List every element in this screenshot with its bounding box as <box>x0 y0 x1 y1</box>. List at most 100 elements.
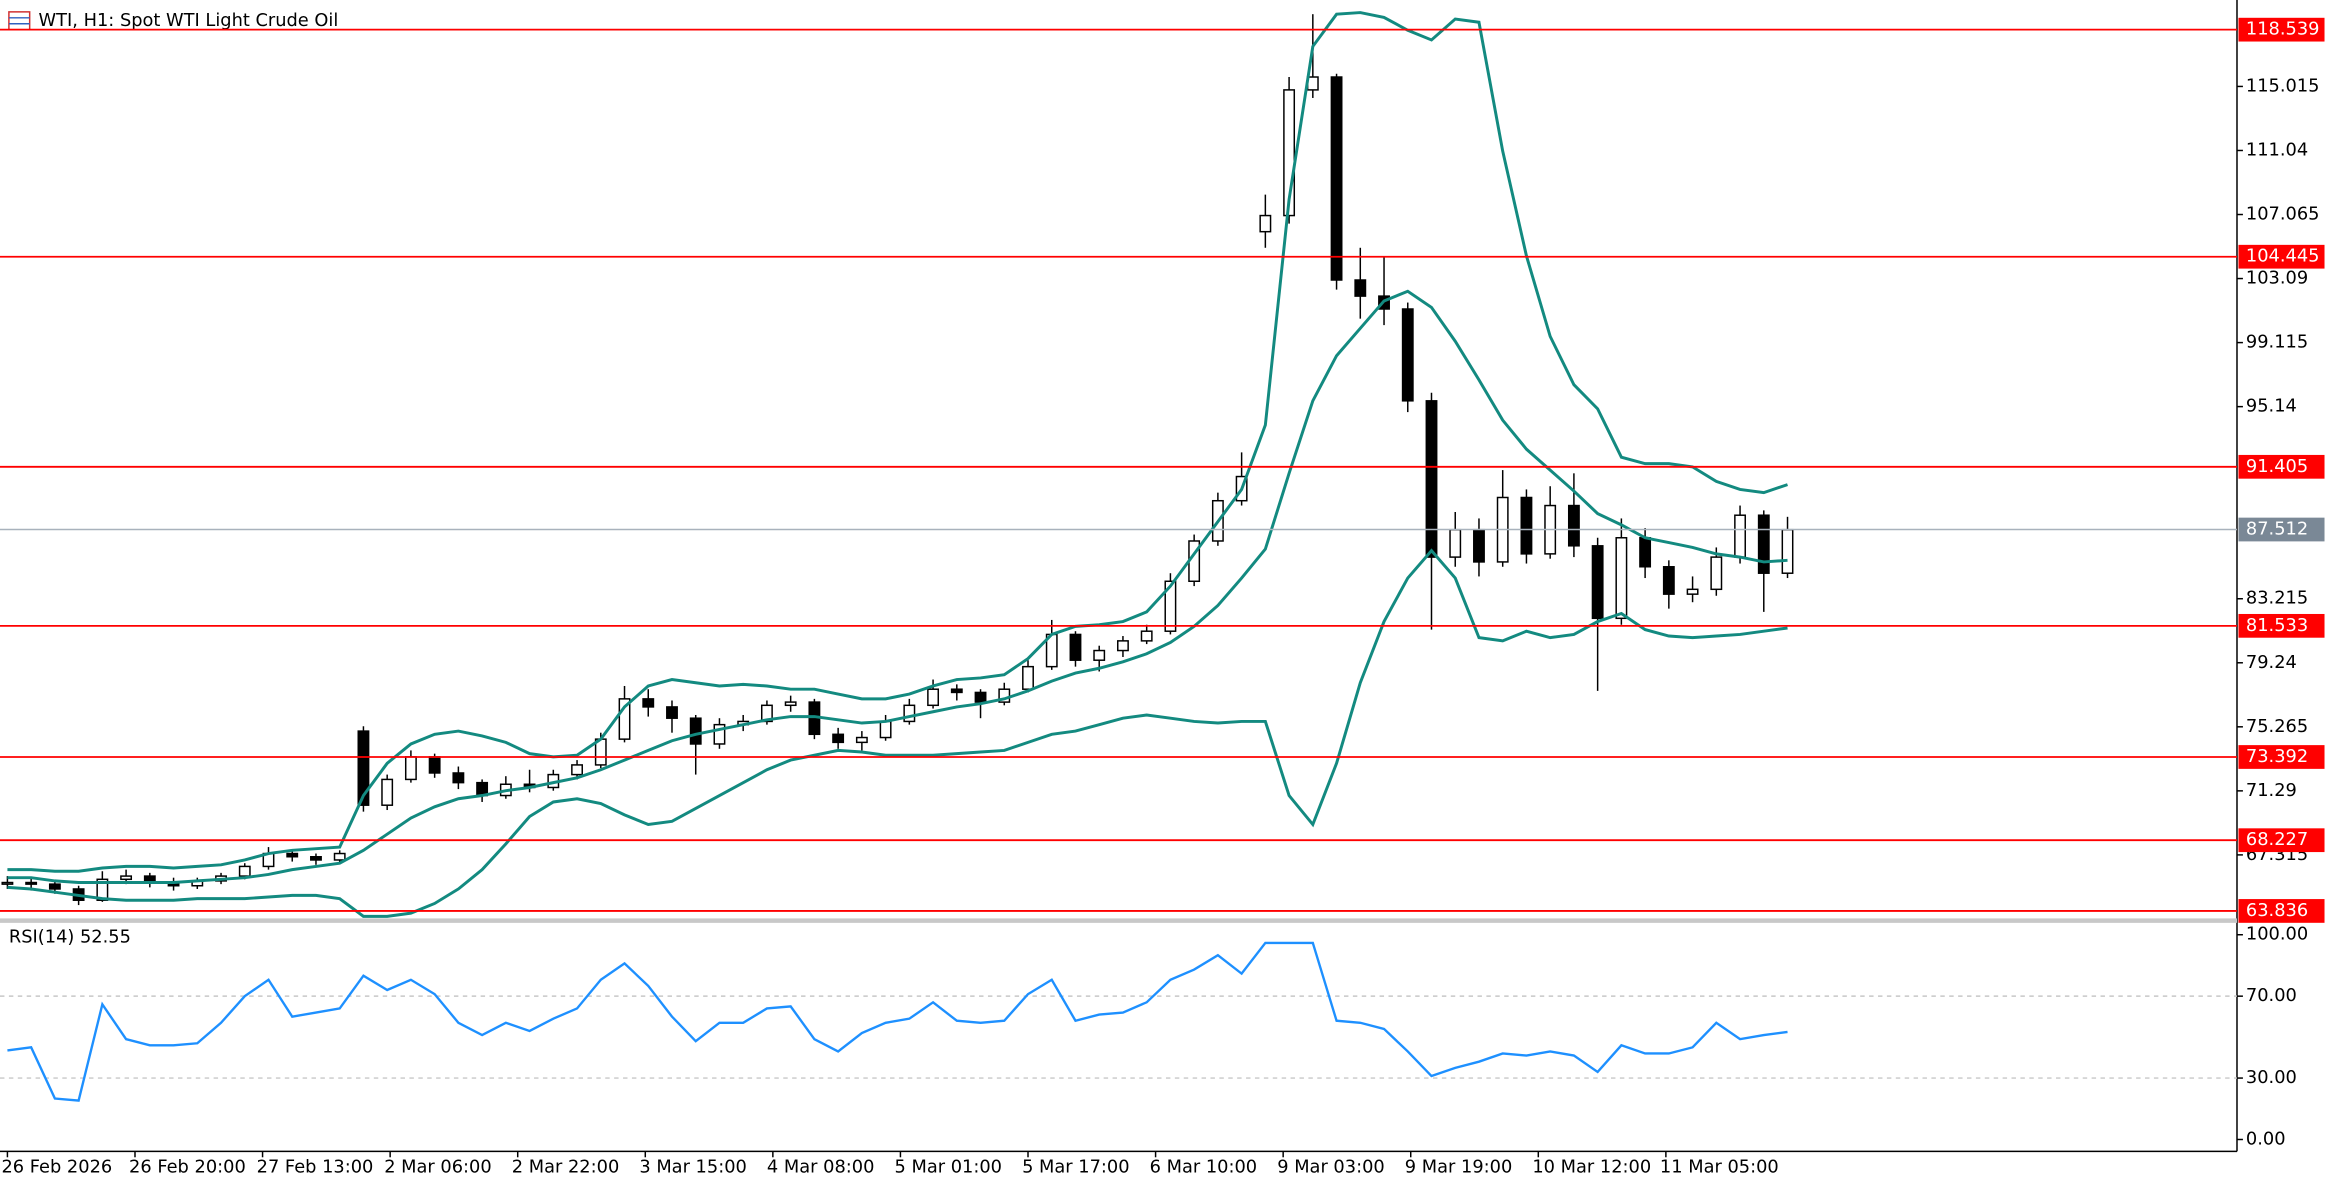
y-tick-label: 0.00 <box>2246 1128 2286 1149</box>
x-tick-label: 2 Mar 06:00 <box>384 1157 492 1178</box>
last-price-tag <box>2238 517 2325 542</box>
last-price-label: 87.512 <box>2246 519 2308 540</box>
x-tick-label: 26 Feb 20:00 <box>129 1157 246 1178</box>
candle-body <box>903 704 916 723</box>
level-tag <box>2238 899 2325 923</box>
candle-body <box>1662 566 1675 595</box>
x-tick-label: 5 Mar 01:00 <box>895 1157 1003 1178</box>
x-tick-label: 26 Feb 2026 <box>1 1157 112 1178</box>
level-label: 81.533 <box>2246 615 2308 636</box>
symbol-icon <box>8 11 31 31</box>
level-label: 104.445 <box>2246 246 2320 267</box>
candle-body <box>1140 630 1153 642</box>
candle-body <box>1330 76 1343 281</box>
candle-body <box>1 881 14 885</box>
candle-body <box>1069 633 1082 661</box>
candle-body <box>950 688 963 694</box>
bollinger-band <box>7 548 1788 918</box>
level-tag <box>2238 613 2325 638</box>
chart-title: WTI, H1: Spot WTI Light Crude Oil <box>39 10 339 31</box>
y-tick-label: 95.14 <box>2246 396 2297 417</box>
candle-body <box>1473 528 1485 563</box>
y-tick-label: 71.29 <box>2246 780 2297 801</box>
y-tick-label: 83.215 <box>2246 588 2308 609</box>
y-tick-label: 75.265 <box>2246 716 2308 737</box>
candle-body <box>1639 537 1652 568</box>
y-tick-label: 107.065 <box>2246 204 2320 225</box>
y-tick-label: 30.00 <box>2246 1067 2297 1088</box>
candle-body <box>927 688 940 707</box>
x-tick-label: 5 Mar 17:00 <box>1022 1157 1130 1178</box>
panel-separator <box>0 918 2237 923</box>
candle-body <box>1259 214 1272 233</box>
candle-body <box>784 701 797 707</box>
y-tick-label: 103.09 <box>2246 268 2308 289</box>
candle-body <box>1686 588 1699 595</box>
candle-body <box>1164 580 1177 632</box>
level-label: 73.392 <box>2246 746 2308 767</box>
candle-body <box>571 764 583 776</box>
candle-body <box>381 778 394 806</box>
candle-body <box>1591 545 1604 620</box>
candle-body <box>1567 504 1580 547</box>
candle-body <box>1093 649 1106 661</box>
bollinger-band <box>7 11 1788 873</box>
x-tick-label: 11 Mar 05:00 <box>1660 1157 1779 1178</box>
candle-body <box>666 706 678 719</box>
y-tick-label: 79.24 <box>2246 652 2297 673</box>
x-tick-label: 10 Mar 12:00 <box>1532 1157 1651 1178</box>
candle-body <box>689 717 702 745</box>
rsi-title: RSI(14) 52.55 <box>9 927 131 948</box>
candle-body <box>1022 665 1034 690</box>
candle-body <box>855 736 868 744</box>
candle-body <box>120 875 133 881</box>
candle-body <box>25 881 38 885</box>
level-label: 63.836 <box>2246 900 2308 921</box>
y-tick-label: 99.115 <box>2246 332 2308 353</box>
candle-body <box>618 698 631 740</box>
candle-body <box>428 756 441 774</box>
candle-body <box>310 856 322 861</box>
y-tick-label: 100.00 <box>2246 924 2308 945</box>
candle-body <box>1449 528 1462 558</box>
x-tick-label: 3 Mar 15:00 <box>639 1157 747 1178</box>
level-tag <box>2238 828 2325 853</box>
candle-body <box>1781 528 1794 574</box>
candle-body <box>760 704 773 723</box>
candle-body <box>879 720 892 739</box>
candle-body <box>1401 308 1414 402</box>
level-tag <box>2238 745 2325 769</box>
y-tick-label: 115.015 <box>2246 75 2320 96</box>
candle-body <box>1354 279 1367 297</box>
level-tag <box>2238 17 2325 42</box>
level-tag <box>2238 454 2325 479</box>
bollinger-band <box>7 289 1788 885</box>
candle-body <box>452 772 465 784</box>
x-tick-label: 27 Feb 13:00 <box>257 1157 374 1178</box>
candle-body <box>1734 514 1746 558</box>
candle-body <box>642 698 655 708</box>
candle-body <box>713 723 726 745</box>
candle-body <box>974 691 987 703</box>
rsi-line <box>7 941 1788 1102</box>
level-label: 118.539 <box>2246 19 2320 40</box>
candle-body <box>1757 514 1770 574</box>
candle-body <box>1283 89 1296 217</box>
candle-body <box>357 730 370 806</box>
candle-body <box>238 865 251 877</box>
level-label: 68.227 <box>2246 829 2308 850</box>
candle-body <box>333 852 346 861</box>
x-tick-label: 6 Mar 10:00 <box>1150 1157 1258 1178</box>
x-tick-label: 9 Mar 19:00 <box>1405 1157 1513 1178</box>
y-tick-label: 111.04 <box>2246 139 2308 160</box>
candle-body <box>1615 537 1628 620</box>
candle-body <box>1710 556 1723 591</box>
level-tag <box>2238 244 2325 269</box>
x-tick-label: 2 Mar 22:00 <box>512 1157 620 1178</box>
x-tick-label: 9 Mar 03:00 <box>1277 1157 1385 1178</box>
candle-body <box>832 733 845 744</box>
candle-body <box>404 756 417 781</box>
candle-body <box>1520 496 1533 555</box>
candle-body <box>1117 640 1129 652</box>
